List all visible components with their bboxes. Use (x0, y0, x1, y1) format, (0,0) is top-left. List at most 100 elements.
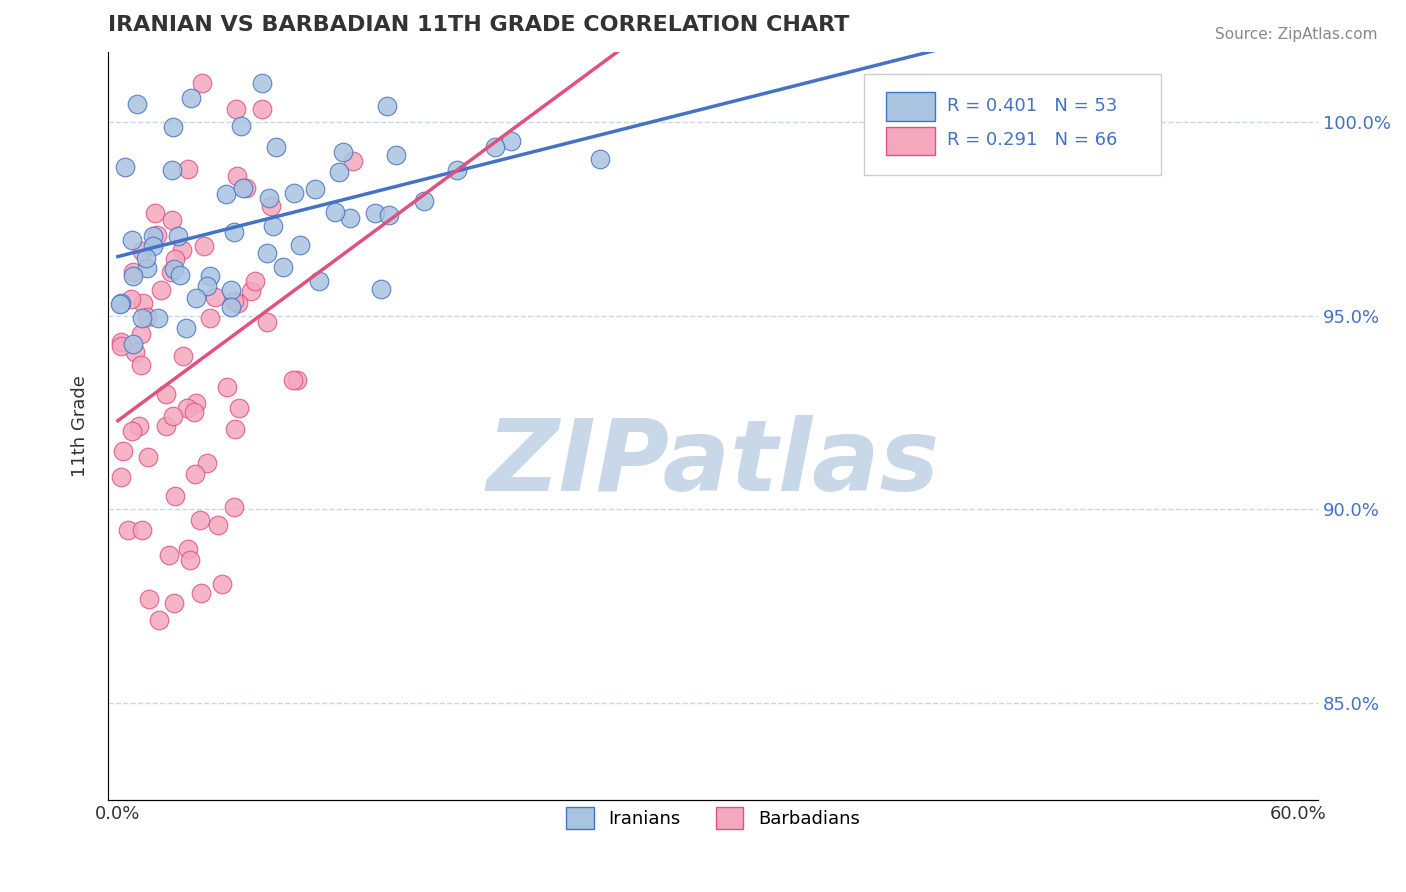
Point (160, 162, 183, 177)
Point (174, 321, 197, 335)
Point (132, 295, 155, 310)
Point (121, 233, 143, 247)
Point (125, 97, 148, 112)
Point (250, 102, 273, 116)
Point (256, 315, 278, 329)
Point (117, 523, 139, 537)
Point (228, 401, 250, 415)
Point (225, 169, 247, 183)
Text: R = 0.291   N = 66: R = 0.291 N = 66 (946, 131, 1116, 149)
Point (283, 186, 305, 200)
Point (131, 244, 153, 258)
Point (207, 518, 229, 533)
Point (179, 552, 201, 566)
Point (235, 181, 257, 195)
Point (285, 373, 308, 387)
Point (121, 424, 143, 438)
Point (191, 76, 214, 90)
Point (211, 576, 233, 591)
Point (172, 349, 194, 363)
Point (136, 260, 159, 275)
Point (131, 524, 153, 538)
Point (155, 419, 177, 434)
Point (155, 386, 177, 401)
Point (240, 284, 263, 298)
Point (501, 134, 523, 148)
Point (222, 500, 245, 514)
Point (342, 153, 364, 168)
Point (328, 165, 350, 179)
Text: Source: ZipAtlas.com: Source: ZipAtlas.com (1215, 27, 1378, 42)
Point (260, 199, 283, 213)
Legend: Iranians, Barbadians: Iranians, Barbadians (560, 799, 868, 836)
Point (204, 290, 226, 304)
Point (377, 208, 399, 222)
Point (484, 139, 506, 153)
Point (136, 450, 159, 465)
Point (217, 380, 239, 394)
Point (136, 310, 159, 324)
Point (142, 239, 165, 253)
FancyBboxPatch shape (886, 127, 935, 155)
Point (163, 596, 186, 610)
Point (200, 311, 222, 326)
Point (122, 264, 145, 278)
Point (190, 586, 212, 600)
Point (131, 311, 153, 326)
Point (165, 489, 187, 503)
Point (180, 91, 202, 105)
Point (177, 161, 200, 176)
Point (170, 243, 193, 257)
Point (122, 269, 145, 284)
Point (184, 467, 207, 481)
Point (183, 405, 205, 419)
Point (256, 246, 278, 260)
Point (222, 294, 245, 309)
Point (370, 282, 392, 296)
Point (304, 182, 326, 196)
Point (262, 219, 284, 233)
Point (232, 181, 254, 195)
Point (176, 541, 198, 556)
Point (110, 296, 132, 310)
Y-axis label: 11th Grade: 11th Grade (72, 376, 89, 477)
Point (167, 228, 190, 243)
Point (323, 204, 346, 219)
Point (224, 422, 246, 436)
Text: IRANIAN VS BARBADIAN 11TH GRADE CORRELATION CHART: IRANIAN VS BARBADIAN 11TH GRADE CORRELAT… (108, 15, 849, 35)
Text: ZIPatlas: ZIPatlas (486, 415, 939, 512)
Point (110, 334, 132, 349)
Point (148, 613, 170, 627)
Point (129, 327, 152, 342)
Point (146, 311, 169, 326)
Point (150, 283, 173, 297)
Point (143, 206, 166, 220)
Point (135, 252, 157, 266)
Point (176, 401, 198, 416)
Point (412, 194, 434, 209)
Point (124, 345, 146, 359)
Point (245, 274, 267, 288)
Point (271, 260, 294, 274)
Point (120, 293, 142, 307)
Point (160, 212, 183, 227)
Point (146, 227, 169, 242)
Point (195, 456, 218, 470)
Point (162, 409, 184, 423)
Point (384, 148, 406, 162)
Point (142, 229, 165, 244)
Text: R = 0.401   N = 53: R = 0.401 N = 53 (946, 96, 1116, 115)
Point (188, 513, 211, 527)
Point (215, 187, 238, 202)
Point (446, 162, 468, 177)
Point (114, 160, 136, 174)
Point (121, 337, 143, 351)
Point (138, 591, 160, 606)
Point (257, 191, 280, 205)
Point (375, 99, 398, 113)
FancyBboxPatch shape (865, 74, 1161, 176)
Point (193, 239, 215, 253)
Point (186, 291, 208, 305)
Point (281, 373, 304, 387)
Point (288, 237, 311, 252)
